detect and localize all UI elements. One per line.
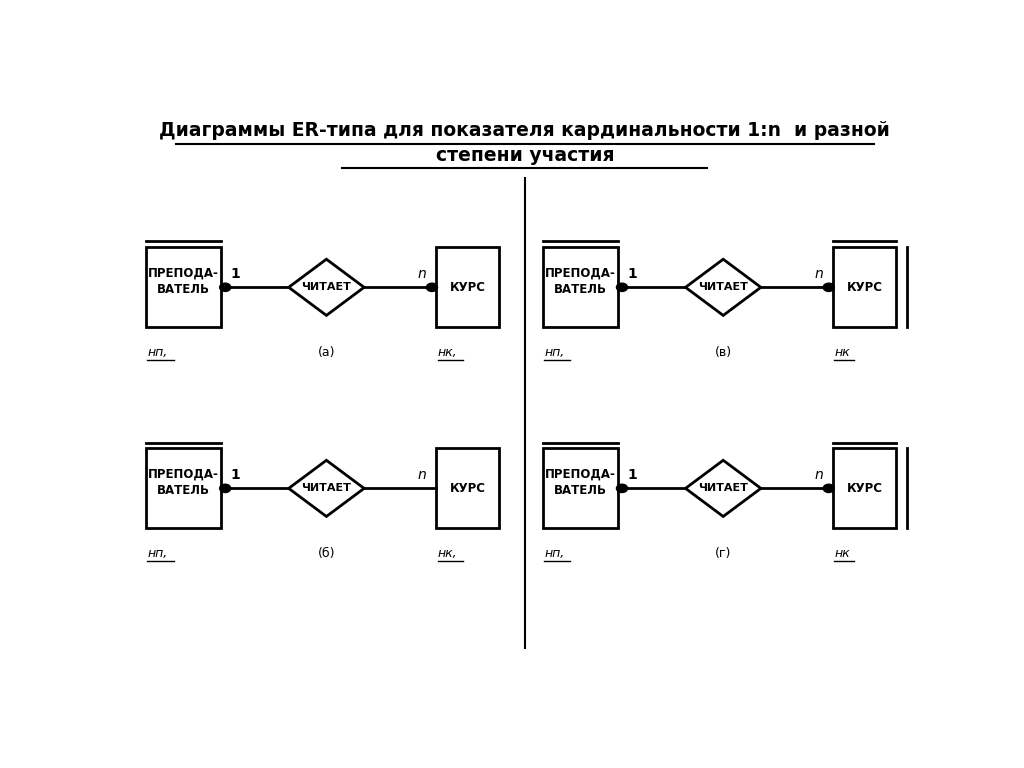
- Text: n: n: [814, 267, 823, 281]
- Circle shape: [220, 485, 230, 492]
- Text: ПРЕПОДА-
ВАТЕЛЬ: ПРЕПОДА- ВАТЕЛЬ: [545, 267, 615, 296]
- Text: 1: 1: [628, 468, 637, 482]
- Text: нп,: нп,: [544, 547, 564, 560]
- Circle shape: [220, 283, 230, 291]
- Text: (в): (в): [715, 346, 732, 359]
- Circle shape: [426, 283, 437, 291]
- Text: КУРС: КУРС: [450, 482, 485, 495]
- Text: КУРС: КУРС: [847, 281, 883, 294]
- Bar: [436, 247, 500, 327]
- Text: n: n: [814, 468, 823, 482]
- Text: ЧИТАЕТ: ЧИТАЕТ: [698, 283, 749, 293]
- Text: (а): (а): [317, 346, 335, 359]
- Polygon shape: [685, 260, 761, 316]
- Text: ПРЕПОДА-
ВАТЕЛЬ: ПРЕПОДА- ВАТЕЛЬ: [545, 468, 615, 497]
- Text: КУРС: КУРС: [450, 281, 485, 294]
- Text: нк: нк: [835, 547, 850, 560]
- Circle shape: [616, 283, 628, 291]
- Polygon shape: [289, 460, 365, 516]
- Bar: [436, 449, 500, 528]
- Text: нк,: нк,: [437, 547, 457, 560]
- Text: ПРЕПОДА-
ВАТЕЛЬ: ПРЕПОДА- ВАТЕЛЬ: [148, 267, 219, 296]
- Text: ПРЕПОДА-
ВАТЕЛЬ: ПРЕПОДА- ВАТЕЛЬ: [148, 468, 219, 497]
- Text: n: n: [417, 267, 426, 281]
- Text: нп,: нп,: [147, 547, 168, 560]
- Bar: [145, 449, 221, 528]
- Text: нп,: нп,: [147, 346, 168, 359]
- Text: 1: 1: [628, 267, 637, 281]
- Text: ЧИТАЕТ: ЧИТАЕТ: [301, 483, 351, 493]
- Circle shape: [616, 485, 628, 492]
- Polygon shape: [685, 460, 761, 516]
- Bar: [543, 449, 618, 528]
- Text: n: n: [417, 468, 426, 482]
- Bar: [543, 247, 618, 327]
- Text: (г): (г): [715, 547, 731, 560]
- Text: ЧИТАЕТ: ЧИТАЕТ: [698, 483, 749, 493]
- Text: нп,: нп,: [544, 346, 564, 359]
- Text: нк: нк: [835, 346, 850, 359]
- Text: (б): (б): [317, 547, 335, 560]
- Text: степени участия: степени участия: [435, 146, 614, 165]
- Circle shape: [823, 485, 835, 492]
- Circle shape: [823, 283, 835, 291]
- Bar: [833, 449, 896, 528]
- Text: ЧИТАЕТ: ЧИТАЕТ: [301, 283, 351, 293]
- Text: 1: 1: [230, 468, 241, 482]
- Text: нк,: нк,: [437, 346, 457, 359]
- Bar: [145, 247, 221, 327]
- Bar: [833, 247, 896, 327]
- Polygon shape: [289, 260, 365, 316]
- Text: Диаграммы ER-типа для показателя кардинальности 1:n  и разной: Диаграммы ER-типа для показателя кардина…: [160, 121, 890, 140]
- Text: КУРС: КУРС: [847, 482, 883, 495]
- Text: 1: 1: [230, 267, 241, 281]
